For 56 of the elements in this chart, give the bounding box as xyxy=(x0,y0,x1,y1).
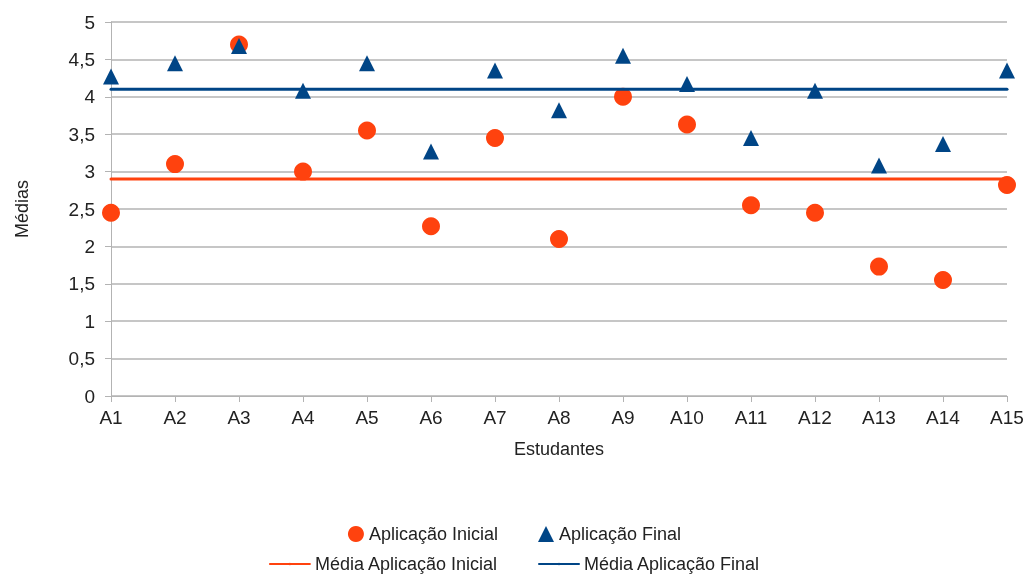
point xyxy=(423,143,439,160)
point xyxy=(934,271,952,290)
point xyxy=(806,203,824,222)
x-axis-title: Estudantes xyxy=(513,439,605,459)
x-tick-label: A7 xyxy=(483,407,507,428)
point xyxy=(294,162,312,181)
x-tick-label: A5 xyxy=(355,407,379,428)
point xyxy=(166,155,184,174)
x-tick-label: A1 xyxy=(99,407,123,428)
point xyxy=(999,62,1015,79)
point xyxy=(742,196,760,215)
y-tick-label: 2 xyxy=(84,235,95,257)
point xyxy=(678,115,696,134)
x-tick-label: A12 xyxy=(798,407,832,428)
point xyxy=(359,55,375,72)
point xyxy=(743,129,759,146)
x-tick-label: A13 xyxy=(862,407,896,428)
legend-label: Média Aplicação Final xyxy=(584,554,760,574)
legend-label: Aplicação Inicial xyxy=(368,524,499,544)
y-tick-label: 4 xyxy=(84,86,96,108)
point xyxy=(358,121,376,140)
x-tick-label: A3 xyxy=(227,407,251,428)
y-tick-label: 5 xyxy=(84,11,95,33)
point xyxy=(551,102,567,119)
point xyxy=(422,217,440,236)
point xyxy=(615,47,631,64)
point xyxy=(487,62,503,79)
y-tick-label: 0,5 xyxy=(68,348,95,370)
x-tick-label: A11 xyxy=(734,407,768,428)
point xyxy=(486,128,504,147)
point xyxy=(103,68,119,85)
point xyxy=(935,135,951,152)
x-tick-label: A9 xyxy=(611,407,635,428)
point xyxy=(870,257,888,276)
y-tick-label: 2,5 xyxy=(68,198,95,220)
x-tick-label: A14 xyxy=(926,407,961,428)
y-tick-label: 1 xyxy=(84,310,95,332)
x-tick-label: A8 xyxy=(547,407,571,428)
y-tick-label: 1,5 xyxy=(68,273,95,295)
point xyxy=(871,157,887,174)
point xyxy=(167,55,183,72)
legend-label: Aplicação Final xyxy=(559,524,682,544)
x-tick-label: A2 xyxy=(163,407,187,428)
x-tick-label: A15 xyxy=(990,407,1024,428)
y-tick-label: 3 xyxy=(84,161,95,183)
y-tick-label: 3,5 xyxy=(68,123,95,145)
x-tick-label: A4 xyxy=(291,407,316,428)
y-axis-title: Médias xyxy=(12,179,32,239)
y-tick-label: 0 xyxy=(84,385,95,407)
y-tick-label: 4,5 xyxy=(68,48,95,70)
point xyxy=(550,229,568,248)
x-tick-label: A6 xyxy=(419,407,443,428)
point xyxy=(102,203,120,222)
point xyxy=(998,176,1016,195)
legend-label: Média Aplicação Inicial xyxy=(314,554,498,574)
x-tick-label: A10 xyxy=(670,407,704,428)
